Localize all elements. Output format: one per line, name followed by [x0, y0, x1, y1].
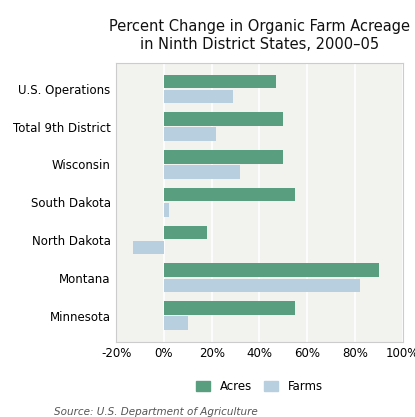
Title: Percent Change in Organic Farm Acreage
in Ninth District States, 2000–05: Percent Change in Organic Farm Acreage i…	[109, 19, 410, 52]
Bar	[164, 128, 217, 141]
Bar	[164, 316, 188, 330]
Bar	[164, 226, 207, 239]
Legend: Acres, Farms: Acres, Farms	[191, 375, 327, 397]
Bar	[164, 150, 283, 164]
Bar	[164, 301, 295, 315]
Bar	[133, 241, 164, 254]
Bar	[164, 90, 233, 103]
Bar	[164, 264, 378, 277]
Bar	[164, 188, 295, 201]
Bar	[164, 203, 169, 216]
Bar	[164, 113, 283, 126]
Bar	[164, 75, 276, 88]
Bar	[164, 165, 240, 179]
Text: Source: U.S. Department of Agriculture: Source: U.S. Department of Agriculture	[54, 407, 258, 417]
Bar	[164, 279, 359, 292]
